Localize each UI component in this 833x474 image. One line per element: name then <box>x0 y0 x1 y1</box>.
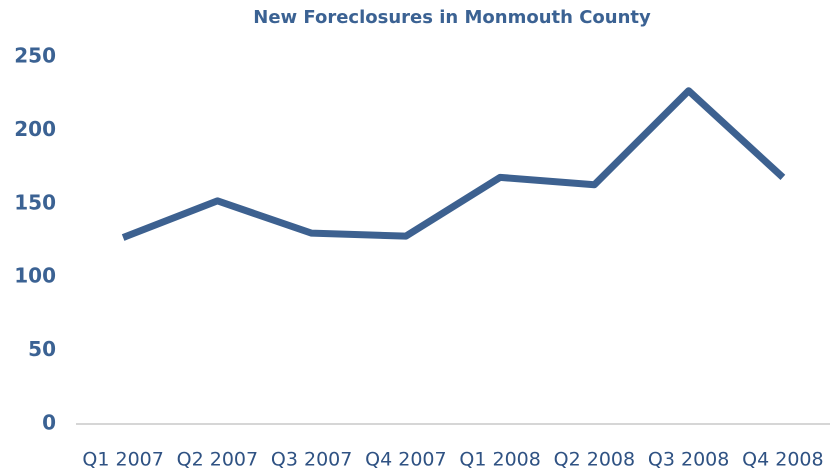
x-tick-label: Q3 2007 <box>271 449 352 471</box>
chart-title: New Foreclosures in Monmouth County <box>253 7 651 28</box>
y-tick-label: 200 <box>14 117 56 141</box>
x-tick-label: Q1 2007 <box>82 449 163 471</box>
y-tick-label: 250 <box>14 44 56 68</box>
x-tick-label: Q3 2008 <box>648 449 729 471</box>
x-tick-label: Q4 2007 <box>365 449 446 471</box>
x-tick-label: Q4 2008 <box>742 449 823 471</box>
y-tick-label: 50 <box>28 337 56 361</box>
y-tick-label: 150 <box>14 190 56 214</box>
x-tick-label: Q2 2007 <box>177 449 258 471</box>
x-tick-label: Q1 2008 <box>459 449 540 471</box>
y-tick-label: 100 <box>14 264 56 288</box>
y-tick-label: 0 <box>42 411 56 435</box>
data-line <box>121 87 786 241</box>
x-tick-label: Q2 2008 <box>554 449 635 471</box>
